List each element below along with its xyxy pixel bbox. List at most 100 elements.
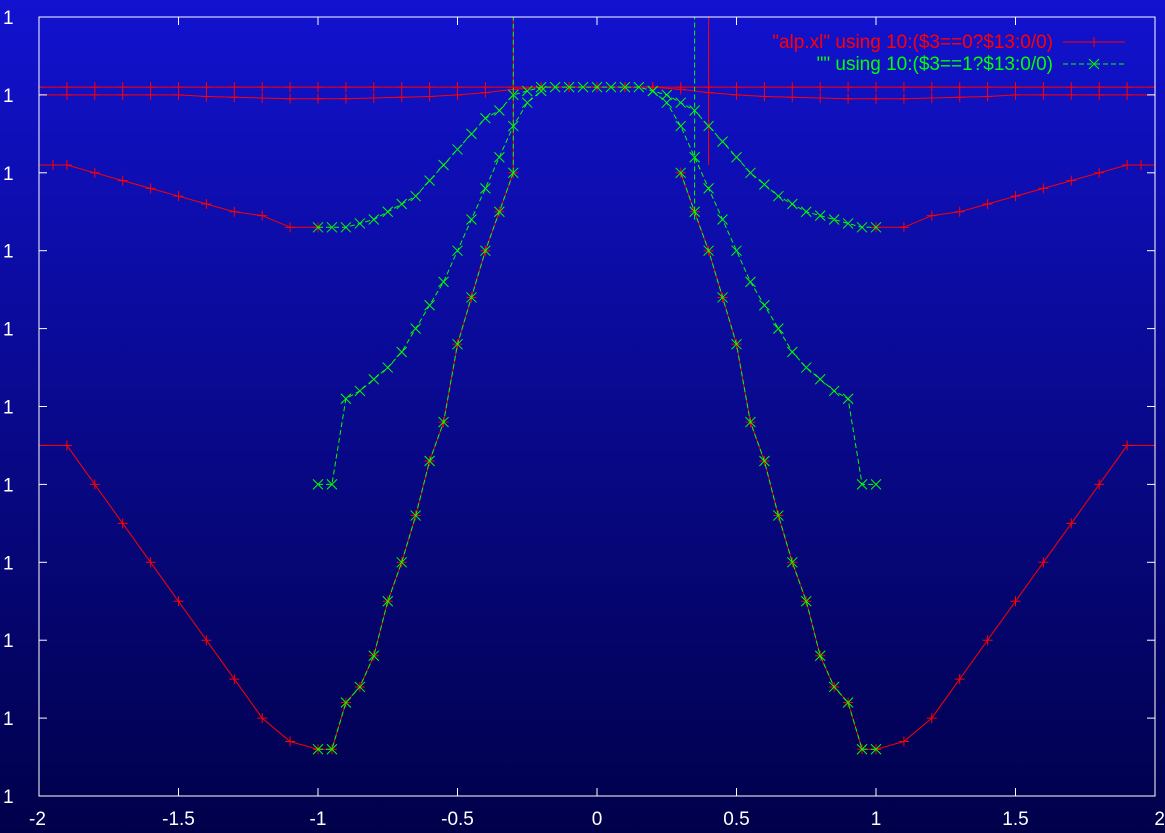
x-marker — [549, 81, 561, 93]
x-marker — [493, 151, 505, 163]
plus-marker — [1150, 82, 1155, 93]
plus-marker — [1038, 183, 1049, 194]
x-marker — [382, 362, 394, 373]
x-marker — [717, 136, 728, 147]
plus-marker — [145, 183, 156, 194]
plus-marker — [257, 93, 268, 104]
x-marker — [661, 97, 673, 109]
plus-marker — [229, 92, 240, 103]
x-marker — [466, 128, 477, 140]
plus-marker — [1010, 89, 1021, 100]
plus-marker — [1122, 160, 1133, 171]
plus-marker — [313, 82, 323, 93]
x-marker — [312, 221, 324, 233]
x-marker — [745, 276, 756, 288]
plus-marker — [926, 210, 937, 221]
x-marker — [772, 510, 784, 521]
y-tick-label: 1 — [3, 164, 14, 185]
x-marker — [396, 346, 408, 358]
plus-marker — [954, 206, 965, 217]
x-marker — [438, 416, 449, 428]
plus-marker — [285, 93, 296, 104]
x-tick-label: -1 — [310, 809, 327, 830]
x-marker — [731, 245, 742, 257]
x-marker — [563, 81, 575, 93]
plus-marker — [1038, 89, 1049, 100]
x-marker — [675, 97, 687, 109]
x-marker — [856, 221, 868, 233]
x-marker — [675, 120, 687, 132]
x-marker — [382, 206, 394, 218]
y-tick-label: 1 — [3, 631, 14, 652]
x-marker — [326, 743, 338, 755]
x-marker — [535, 81, 547, 93]
series-line — [680, 172, 876, 750]
x-marker — [326, 479, 338, 490]
x-marker — [466, 292, 477, 303]
x-marker — [410, 190, 422, 202]
plus-marker — [39, 440, 44, 451]
plus-marker — [201, 635, 212, 646]
x-marker — [675, 167, 687, 179]
plus-marker — [285, 82, 296, 93]
x-marker — [772, 323, 784, 334]
plus-marker — [954, 674, 965, 685]
x-tick-label: 1.5 — [1002, 809, 1028, 830]
x-marker — [466, 214, 477, 225]
x-marker — [689, 151, 701, 163]
x-marker — [452, 338, 463, 350]
x-marker — [786, 198, 798, 210]
plus-marker — [1136, 160, 1147, 171]
x-marker — [759, 179, 770, 190]
x-marker — [396, 556, 408, 568]
x-marker — [814, 373, 826, 385]
plus-marker — [759, 82, 770, 93]
plus-marker — [89, 89, 100, 100]
x-marker — [340, 393, 352, 405]
x-tick-label: 2 — [1154, 809, 1165, 830]
plus-marker — [1122, 440, 1133, 451]
x-marker — [396, 198, 408, 210]
plus-marker — [843, 82, 854, 93]
x-marker — [647, 85, 659, 97]
x-marker — [493, 206, 505, 218]
legend: "alp.xl" using 10:($3==0?$13:0/0)"" usin… — [772, 32, 1125, 75]
plus-marker — [89, 479, 100, 490]
x-marker — [424, 455, 435, 467]
x-marker — [870, 743, 882, 755]
x-marker — [452, 144, 463, 155]
plus-marker — [1038, 557, 1049, 568]
x-marker — [1088, 58, 1100, 70]
x-marker — [619, 81, 631, 93]
plus-marker — [1010, 191, 1021, 202]
plus-marker — [257, 210, 268, 221]
series-2 — [312, 17, 882, 755]
plus-marker — [47, 160, 58, 171]
x-marker — [786, 556, 798, 568]
plus-marker — [1150, 160, 1155, 171]
x-marker — [661, 89, 673, 101]
plus-marker — [368, 93, 379, 104]
y-tick-label: 1 — [3, 475, 14, 496]
plus-marker — [61, 440, 72, 451]
plus-marker — [368, 82, 379, 93]
x-marker — [633, 81, 645, 93]
x-marker — [480, 245, 491, 257]
x-marker — [507, 89, 519, 101]
plus-marker — [1066, 175, 1077, 186]
plus-marker — [201, 82, 212, 93]
plus-marker — [982, 91, 993, 102]
plus-marker — [229, 206, 240, 217]
plus-marker — [89, 167, 100, 178]
plus-marker — [843, 93, 854, 104]
plus-marker — [201, 91, 212, 102]
plus-marker — [145, 89, 156, 100]
y-tick-label: 1 — [3, 709, 14, 730]
x-marker — [326, 221, 338, 233]
plus-marker — [787, 92, 798, 103]
x-tick-label: -2 — [29, 809, 46, 830]
plus-marker — [39, 160, 44, 171]
plus-marker — [173, 191, 184, 202]
plus-marker — [257, 82, 268, 93]
